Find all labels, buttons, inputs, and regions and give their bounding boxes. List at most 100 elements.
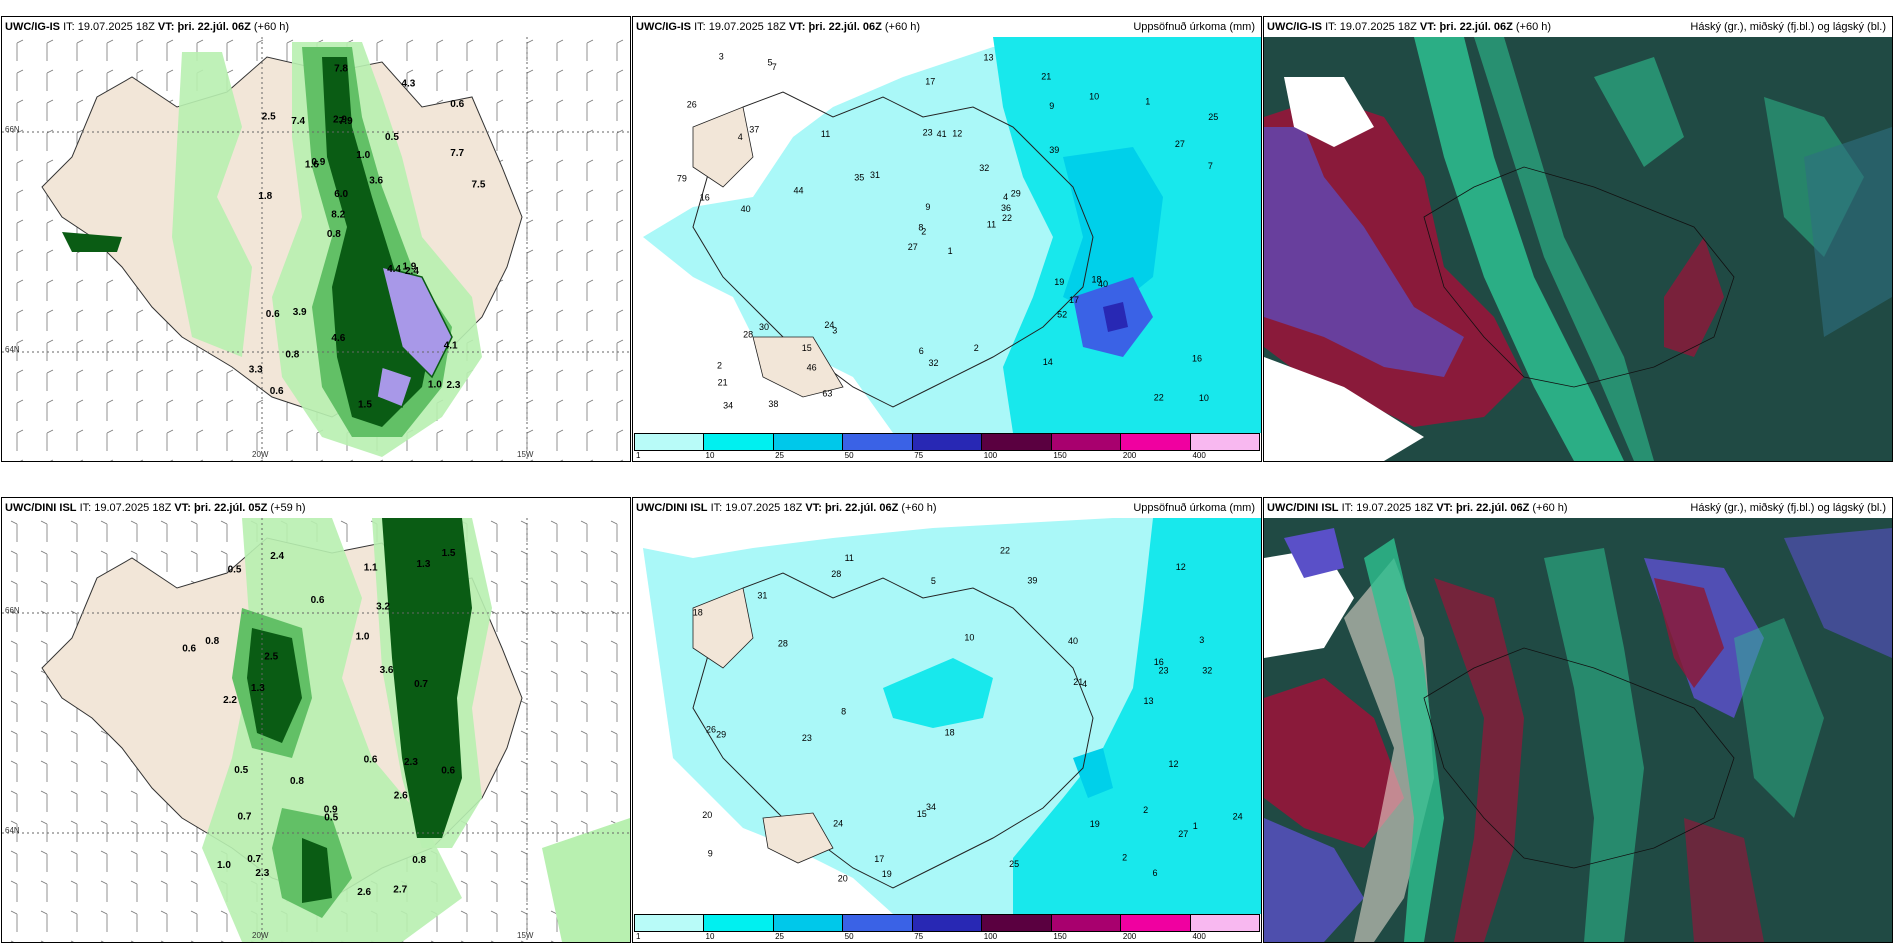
lead-time: (+60 h) [884,21,921,33]
grid-value: 0.5 [234,765,248,776]
grid-value: 0.8 [205,636,219,647]
valid-time: þri. 22.júl. 06Z [177,21,251,33]
wind-values: 2.3 1.8 0.6 0.8 0.5 0.6 2.9 1.0 0.6 0.9 3.3 0.8 7.9 3… [249,64,486,411]
grid-value: 1 [1145,96,1150,106]
grid-value: 1.3 [417,559,431,570]
grid-value: 0.6 [364,755,378,766]
grid-value: 15 [802,343,812,353]
lead-time: (+60 h) [901,502,937,514]
panel-header: UWC/DINI ISL IT: 19.07.2025 18Z VT: þri.… [1264,498,1892,518]
legend-tick-label: 150 [1053,451,1067,460]
it-label: IT: [710,502,723,514]
init-time: 19.07.2025 18Z [725,502,803,514]
wind-map: 66N 64N 20W 15W 0.6 2.7 0.5 1.0 0.9 2.5 2.4 3.2… [2,518,630,942]
cloud-panel-bottom: UWC/DINI ISL IT: 19.07.2025 18Z VT: þri.… [1263,497,1893,943]
grid-value: 1.0 [356,150,370,161]
legend-swatch [1121,915,1191,931]
legend-swatch [635,915,705,931]
grid-value: 19 [1054,277,1064,287]
legend-swatch [843,915,913,931]
grid-value: 25 [1009,859,1019,869]
grid-value: 2.3 [447,380,461,391]
grid-value: 11 [987,219,996,229]
grid-value: 7 [1208,161,1213,171]
grid-value: 0.8 [327,229,341,240]
grid-value: 6 [1153,868,1158,878]
grid-value: 2 [717,360,722,370]
grid-value: 16 [1154,657,1164,667]
grid-value: 7.5 [472,179,486,190]
grid-value: 3 [1199,635,1204,645]
grid-value: 0.6 [266,309,280,320]
grid-value: 40 [1098,279,1108,289]
lon-label-15: 15W [517,450,534,459]
panel-header: UWC/DINI ISL IT: 19.07.2025 18Z VT: þri.… [633,498,1261,518]
grid-value: 22 [1000,546,1010,556]
grid-value: 16 [700,192,710,202]
valid-time: þri. 22.júl. 06Z [1455,502,1530,514]
grid-value: 2.4 [405,266,419,277]
grid-value: 16 [1192,354,1202,364]
grid-value: 28 [831,569,841,579]
legend-ticks: 1 10 25 50 75 100 150 200 400 [634,932,1260,942]
grid-value: 26 [706,725,716,735]
grid-value: 0.9 [311,157,325,168]
grid-value: 5 [768,58,773,68]
grid-value: 18 [945,728,955,738]
grid-value: 1 [948,246,953,256]
lon-label-20: 20W [252,450,269,459]
grid-value: 40 [1068,636,1078,646]
init-time: 19.07.2025 18Z [708,21,786,33]
grid-value: 34 [723,401,733,411]
grid-value: 12 [1169,759,1179,769]
precip-map: 1 4 2 2 4 3 21 12 9 11 7 10 40 25 27 39 38 23 32 30 31 21 46 41… [633,37,1261,433]
grid-value: 17 [925,77,935,87]
grid-value: 19 [1090,819,1100,829]
grid-value: 20 [702,810,712,820]
lead-time: (+60 h) [1532,502,1568,514]
grid-value: 0.7 [238,812,252,823]
grid-value: 35 [854,173,864,183]
panel-header: UWC/IG-IS IT: 19.07.2025 18Z VT: þri. 22… [633,17,1261,37]
grid-value: 8 [841,707,846,717]
legend-swatches [634,433,1260,451]
grid-value: 0.5 [228,565,242,576]
grid-value: 32 [929,358,939,368]
grid-value: 37 [749,125,759,135]
legend-tick-label: 100 [983,932,998,941]
grid-value: 21 [1073,677,1083,687]
vt-label: VT: [1419,21,1437,33]
grid-value: 3 [832,325,837,335]
lat-label-66: 66N [5,606,20,615]
grid-value: 2.3 [255,868,269,879]
legend-swatch [1190,915,1259,931]
grid-value: 30 [759,322,769,332]
legend-swatch [1190,434,1259,450]
grid-value: 0.7 [414,679,428,690]
grid-value: 0.6 [450,99,464,110]
panel-title: Háský (gr.), miðský (fj.bl.) og lágský (… [1690,21,1886,33]
grid-value: 9 [925,202,930,212]
it-label: IT: [63,21,75,33]
grid-value: 13 [1144,696,1154,706]
lead-time: (+59 h) [270,502,306,514]
grid-value: 7.4 [291,116,305,127]
grid-value: 23 [923,128,933,138]
legend-swatch [912,434,983,450]
grid-value: 2.5 [262,112,276,123]
grid-value: 3.9 [293,307,307,318]
valid-time: þri. 22.júl. 06Z [824,502,899,514]
grid-value: 24 [833,819,843,829]
grid-value: 0.6 [311,595,325,606]
panel-title: Uppsöfnuð úrkoma (mm) [1133,21,1255,33]
valid-time: þri. 22.júl. 05Z [193,502,268,514]
panel-header: UWC/IG-IS IT: 19.07.2025 18Z VT: þri. 22… [1264,17,1892,37]
it-label: IT: [79,502,92,514]
grid-value: 23 [1159,666,1169,676]
grid-value: 8 [918,223,923,233]
wind-map: 66N 64N 20W 15W 2.3 1.8 0.6 0.8 0.5 0.6 2.9 1.0… [2,37,630,461]
grid-value: 22 [1154,393,1164,403]
legend-tick-label: 200 [1122,451,1137,460]
legend-swatch [704,915,774,931]
grid-value: 36 [1001,203,1011,213]
